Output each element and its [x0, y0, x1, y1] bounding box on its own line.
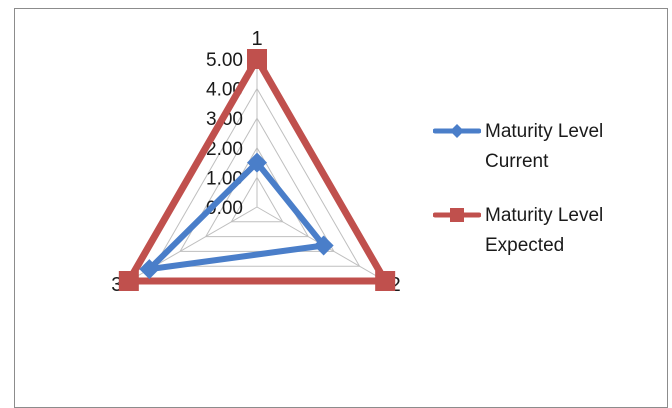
series-group: [118, 49, 396, 291]
legend-entry-expected: Maturity Level Expected: [433, 201, 672, 261]
category-label: 1: [251, 28, 262, 50]
chart-area: 0.001.002.003.004.005.00 123 Maturity Le…: [14, 8, 668, 408]
grid-ring: [153, 87, 361, 267]
legend-entry-current: Maturity Level Current: [433, 117, 672, 177]
legend-label-expected: Maturity Level Expected: [485, 205, 604, 256]
data-point-maturity-level-expected: [247, 49, 267, 69]
series-line-maturity-level-expected: [125, 55, 389, 285]
tick-label: 2.00: [206, 139, 243, 160]
legend-label-current: Maturity Level Current: [485, 121, 604, 172]
data-point-maturity-level-current: [139, 259, 160, 280]
category-label: 3: [111, 274, 122, 296]
radar-chart: 0.001.002.003.004.005.00 123: [111, 28, 400, 296]
legend: Maturity Level Current Maturity Level Ex…: [433, 117, 672, 285]
legend-swatch-expected: [433, 208, 481, 222]
grid-ring: [179, 117, 335, 252]
tick-label: 5.00: [206, 50, 243, 71]
grid-ring: [230, 176, 284, 223]
data-point-maturity-level-expected: [118, 271, 139, 291]
data-point-maturity-level-expected: [375, 271, 396, 291]
data-point-maturity-level-current: [313, 235, 334, 256]
data-point-maturity-level-current: [247, 152, 267, 173]
series-line-maturity-level-current: [146, 159, 327, 273]
legend-swatch-current: [433, 124, 481, 138]
